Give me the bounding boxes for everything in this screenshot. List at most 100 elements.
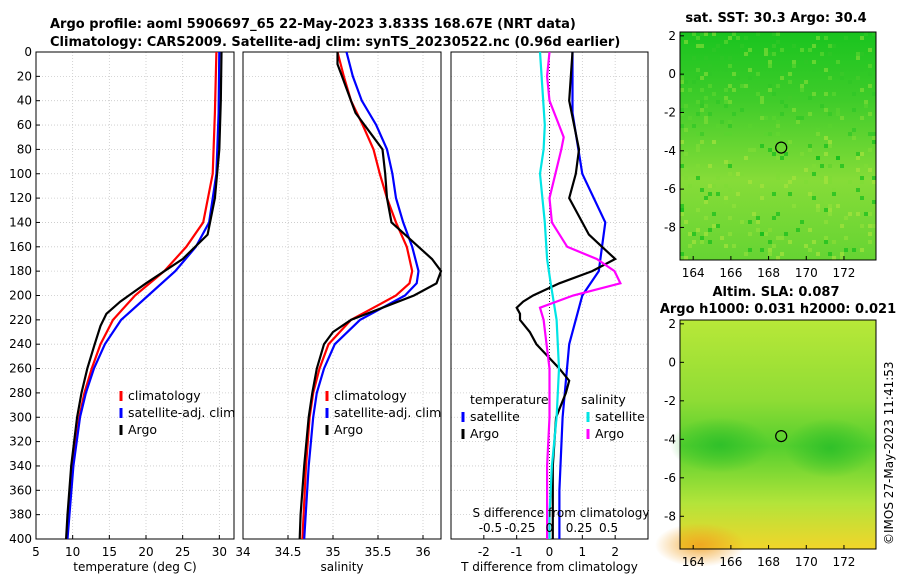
sst-pixel	[816, 156, 820, 160]
x-tick-label: 36	[415, 545, 430, 559]
sst-pixel	[700, 68, 704, 72]
sst-pixel	[792, 176, 796, 180]
series-line-satellite-adj-clim	[303, 51, 420, 540]
sst-pixel	[684, 80, 688, 84]
sst-pixel	[868, 64, 872, 68]
y-tick-label: 120	[9, 191, 32, 205]
sst-pixel	[708, 64, 712, 68]
sst-pixel	[768, 64, 772, 68]
map-x-tick-label: 164	[682, 266, 705, 280]
sst-pixel	[788, 180, 792, 184]
sst-pixel	[724, 200, 728, 204]
sst-pixel	[680, 208, 684, 212]
sst-pixel	[824, 144, 828, 148]
x-tick-label: 1	[579, 545, 587, 559]
sst-pixel	[852, 136, 856, 140]
sst-pixel	[848, 212, 852, 216]
map-x-tick-label: 168	[757, 266, 780, 280]
sst-pixel	[872, 224, 876, 228]
series-line-s-argo	[538, 51, 622, 539]
sst-pixel	[840, 68, 844, 72]
sst-pixel	[764, 52, 768, 56]
sst-pixel	[728, 164, 732, 168]
sst-pixel	[704, 216, 708, 220]
series-line-argo	[65, 51, 223, 540]
sst-pixel	[680, 108, 684, 112]
sst-pixel	[812, 196, 816, 200]
sst-pixel	[756, 220, 760, 224]
sst-pixel	[832, 192, 836, 196]
sst-pixel	[760, 96, 764, 100]
sst-map-title: sat. SST: 30.3 Argo: 30.4	[685, 11, 866, 26]
sst-pixel	[772, 92, 776, 96]
sst-pixel	[812, 68, 816, 72]
sst-pixel	[780, 156, 784, 160]
legend-label: Argo	[470, 426, 499, 441]
sst-pixel	[812, 44, 816, 48]
sst-pixel	[768, 148, 772, 152]
sst-pixel	[688, 116, 692, 120]
sst-pixel	[764, 48, 768, 52]
sst-pixel	[828, 252, 832, 256]
sst-pixel	[860, 248, 864, 252]
sst-pixel	[708, 112, 712, 116]
plot-frame	[242, 51, 442, 540]
sst-pixel	[840, 76, 844, 80]
sst-pixel	[700, 236, 704, 240]
sst-pixel	[772, 96, 776, 100]
sst-pixel	[840, 224, 844, 228]
sst-pixel	[828, 124, 832, 128]
map-y-tick-label: -8	[664, 220, 676, 234]
s-tick-label: -0.25	[504, 521, 535, 535]
sst-pixel	[700, 76, 704, 80]
legend-label: climatology	[128, 388, 201, 403]
sst-pixel	[680, 204, 684, 208]
sst-pixel	[760, 144, 764, 148]
sst-pixel	[700, 140, 704, 144]
sst-pixel	[776, 256, 780, 260]
sla-low-feature	[670, 417, 770, 473]
sst-pixel	[712, 184, 716, 188]
x-tick-label: 35	[325, 545, 340, 559]
map-y-tick-label: 0	[668, 355, 676, 369]
series-line-s-satellite	[538, 51, 561, 539]
sst-pixel	[800, 220, 804, 224]
sst-pixel	[872, 32, 876, 36]
map-x-tick-label: 166	[719, 555, 742, 569]
sst-pixel	[728, 36, 732, 40]
y-tick-label: 40	[17, 94, 32, 108]
figure-title-line2: Climatology: CARS2009. Satellite-adj cli…	[50, 35, 620, 50]
sst-pixel	[748, 248, 752, 252]
sst-pixel	[872, 132, 876, 136]
sst-pixel	[712, 32, 716, 36]
x-axis-label: temperature (deg C)	[73, 560, 196, 574]
sst-pixel	[824, 220, 828, 224]
legend-label: Argo	[128, 422, 157, 437]
x-tick-label: 15	[102, 545, 117, 559]
sst-pixel	[716, 124, 720, 128]
sst-pixel	[808, 196, 812, 200]
sst-pixel	[784, 184, 788, 188]
sst-pixel	[692, 80, 696, 84]
sst-pixel	[856, 156, 860, 160]
sst-pixel	[868, 72, 872, 76]
sst-pixel	[772, 216, 776, 220]
sst-pixel	[692, 232, 696, 236]
sst-pixel	[756, 32, 760, 36]
sst-pixel	[728, 64, 732, 68]
sst-pixel	[852, 128, 856, 132]
sst-pixel	[828, 212, 832, 216]
sst-pixel	[796, 116, 800, 120]
sst-pixel	[680, 252, 684, 256]
sst-pixel	[692, 32, 696, 36]
sst-pixel	[760, 248, 764, 252]
map-y-tick-label: -2	[664, 394, 676, 408]
sst-pixel	[748, 232, 752, 236]
sst-pixel	[816, 204, 820, 208]
sst-pixel	[820, 104, 824, 108]
sst-pixel	[844, 216, 848, 220]
sst-pixel	[680, 80, 684, 84]
sst-pixel	[804, 80, 808, 84]
sst-pixel	[684, 256, 688, 260]
sst-pixel	[724, 40, 728, 44]
